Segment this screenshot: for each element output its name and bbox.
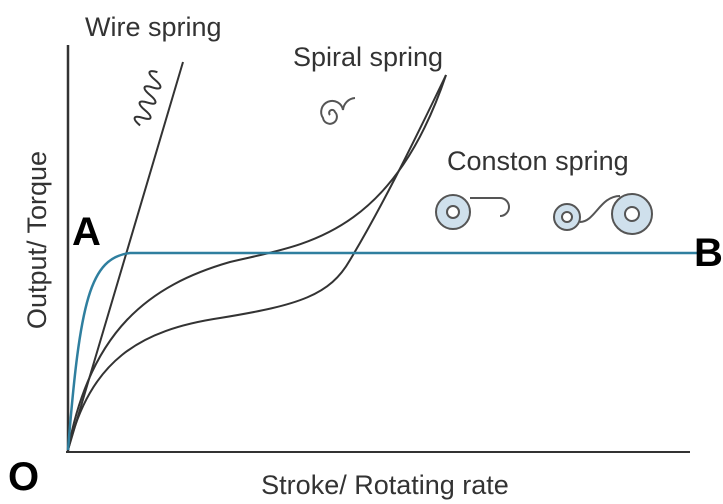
diagram: Wire spring Spiral spring Conston spring…	[0, 0, 723, 504]
constant-label: Conston spring	[447, 146, 629, 176]
spiral-label: Spiral spring	[293, 42, 443, 72]
point-b: B	[694, 231, 723, 275]
wire-label: Wire spring	[85, 12, 222, 42]
point-a: A	[72, 210, 101, 254]
constant-force-curve	[68, 253, 698, 450]
wire-spring-curve	[68, 62, 183, 450]
y-axis-label: Output/ Torque	[22, 151, 52, 329]
spiral-spring-upper	[68, 75, 446, 450]
wire-coil-icon	[133, 70, 165, 128]
spiral-spring-lower	[68, 75, 446, 450]
constant-spring-icons	[436, 194, 652, 234]
spiral-icon	[321, 98, 355, 124]
origin-label: O	[8, 455, 39, 499]
x-axis-label: Stroke/ Rotating rate	[261, 470, 509, 500]
